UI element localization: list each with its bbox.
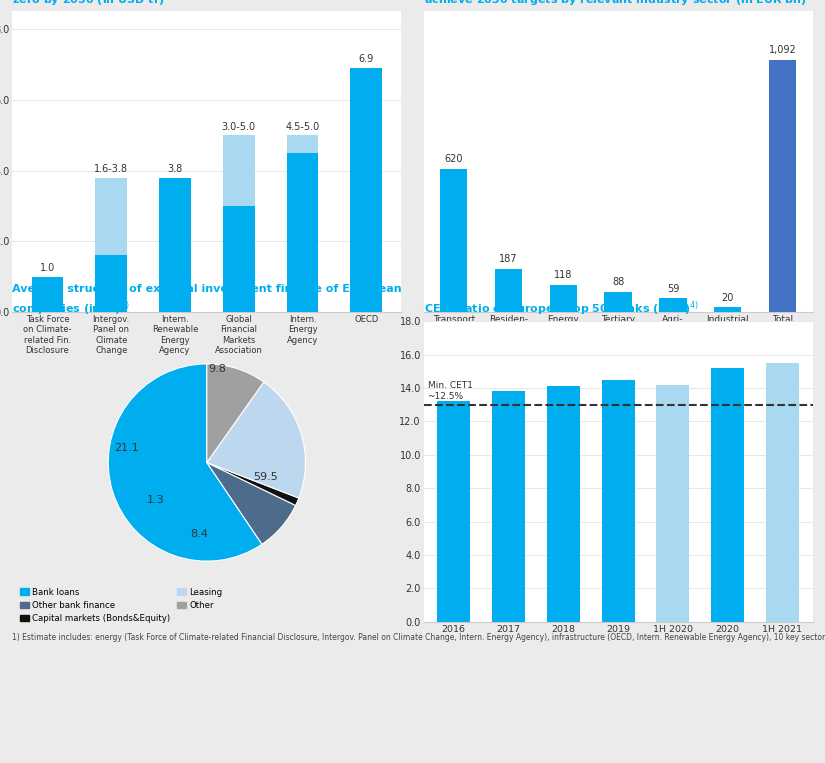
- Bar: [286, 153, 318, 312]
- Text: 3.8: 3.8: [167, 164, 182, 174]
- Text: 1) Estimate includes: energy (Task Force of Climate-related Financial Disclosure: 1) Estimate includes: energy (Task Force…: [12, 633, 825, 642]
- Text: 187: 187: [499, 254, 518, 264]
- Text: 620: 620: [445, 154, 463, 164]
- Bar: [95, 256, 127, 312]
- Bar: [495, 269, 522, 312]
- Bar: [493, 391, 525, 622]
- Bar: [605, 291, 632, 312]
- Text: 3.0-5.0: 3.0-5.0: [222, 121, 256, 132]
- Text: 88: 88: [612, 277, 625, 287]
- Text: CET1 ratio of Europe’s top 50 banks (in %)$^{4)}$: CET1 ratio of Europe’s top 50 banks (in …: [424, 300, 699, 318]
- Text: 1,092: 1,092: [769, 45, 796, 55]
- Text: European annual investment needs of EU Commission to
achieve 2030 targets by rel: European annual investment needs of EU C…: [424, 0, 815, 8]
- Bar: [769, 60, 796, 312]
- Bar: [766, 363, 799, 622]
- Bar: [351, 68, 382, 312]
- Bar: [714, 307, 742, 312]
- Bar: [223, 206, 255, 312]
- Legend: Bank loans, Other bank finance, Capital markets (Bonds&Equity), Leasing, Other: Bank loans, Other bank finance, Capital …: [16, 584, 226, 626]
- Bar: [657, 385, 690, 622]
- Text: 6.9: 6.9: [359, 54, 374, 65]
- Bar: [659, 298, 686, 312]
- Bar: [159, 178, 191, 312]
- Bar: [711, 368, 744, 622]
- Bar: [547, 386, 580, 622]
- Text: 1.6-3.8: 1.6-3.8: [94, 164, 128, 174]
- Bar: [440, 169, 468, 312]
- Text: 118: 118: [554, 270, 573, 280]
- Text: Estimates of global annual investment needs to achieve net
zero by 2050 (in USD : Estimates of global annual investment ne…: [12, 0, 388, 8]
- Bar: [437, 401, 470, 622]
- Bar: [286, 135, 318, 153]
- Text: Min. CET1
~12.5%: Min. CET1 ~12.5%: [427, 382, 473, 401]
- Bar: [601, 380, 634, 622]
- Bar: [223, 135, 255, 206]
- Text: 20: 20: [722, 293, 734, 303]
- Bar: [95, 178, 127, 256]
- Text: Average structure of external investment finance of European
companies (in %)$^{: Average structure of external investment…: [12, 285, 402, 318]
- Text: 59: 59: [667, 284, 679, 294]
- Bar: [31, 277, 64, 312]
- Text: 4.5-5.0: 4.5-5.0: [285, 121, 319, 132]
- Bar: [549, 285, 577, 312]
- Text: 1.0: 1.0: [40, 263, 55, 273]
